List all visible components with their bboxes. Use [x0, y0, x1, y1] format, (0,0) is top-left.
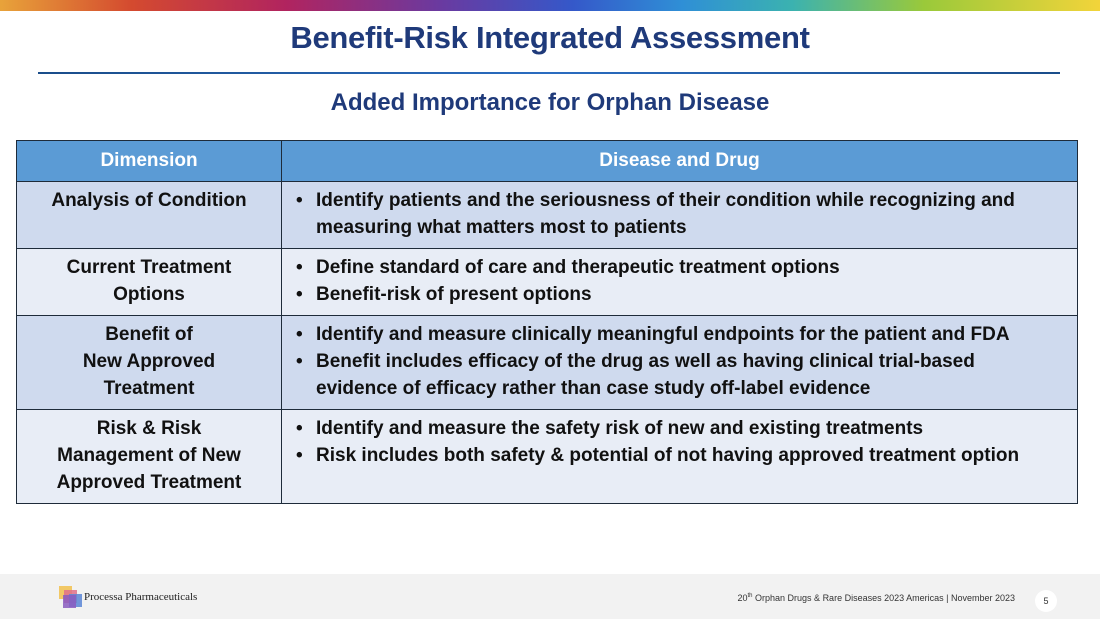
bullet-item: Risk includes both safety & potential of…: [290, 442, 1061, 469]
benefit-risk-table: Dimension Disease and Drug Analysis of C…: [16, 140, 1078, 504]
bullet-item: Benefit-risk of present options: [290, 281, 1061, 308]
header-disease-and-drug: Disease and Drug: [281, 140, 1078, 182]
top-color-bar: [0, 0, 1100, 11]
description-cell: Identify patients and the seriousness of…: [281, 181, 1078, 249]
dimension-cell: Benefit of New Approved Treatment: [16, 315, 282, 410]
dimension-cell: Risk & Risk Management of New Approved Tre…: [16, 409, 282, 504]
description-cell: Define standard of care and therapeutic …: [281, 248, 1078, 316]
table-row: Analysis of Condition Identify patients a…: [16, 181, 1078, 249]
company-name: Processa Pharmaceuticals: [84, 591, 198, 603]
event-ordinal-suffix: th: [747, 593, 753, 599]
dimension-line: Treatment: [103, 378, 195, 399]
table-row: Current Treatment Options Define standard …: [16, 248, 1078, 316]
event-text: Orphan Drugs & Rare Diseases 2023 Americ…: [752, 593, 1015, 603]
bullet-item: Identify patients and the seriousness of…: [290, 187, 1061, 241]
dimension-line: Options: [113, 284, 185, 305]
dimension-line: Approved Treatment: [56, 472, 242, 493]
dimension-line: New Approved: [82, 351, 216, 372]
table-header-row: Dimension Disease and Drug: [16, 140, 1078, 182]
header-dimension: Dimension: [16, 140, 282, 182]
bullet-list: Identify patients and the seriousness of…: [290, 187, 1061, 241]
description-cell: Identify and measure clinically meaningf…: [281, 315, 1078, 410]
dimension-line: Current Treatment: [66, 257, 232, 278]
bullet-item: Identify and measure the safety risk of …: [290, 415, 1061, 442]
event-ordinal: 20: [737, 593, 748, 603]
bullet-item: Identify and measure clinically meaningf…: [290, 321, 1061, 348]
dimension-line: Management of New: [57, 445, 241, 466]
title-divider: [38, 72, 1060, 74]
bullet-list: Identify and measure clinically meaningf…: [290, 321, 1061, 402]
footer-bar: [0, 574, 1100, 619]
bullet-list: Identify and measure the safety risk of …: [290, 415, 1061, 469]
table-row: Risk & Risk Management of New Approved Tre…: [16, 409, 1078, 504]
bullet-list: Define standard of care and therapeutic …: [290, 254, 1061, 308]
bullet-item: Benefit includes efficacy of the drug as…: [290, 348, 1061, 402]
dimension-cell: Analysis of Condition: [16, 181, 282, 249]
dimension-cell: Current Treatment Options: [16, 248, 282, 316]
slide-title: Benefit-Risk Integrated Assessment: [290, 20, 810, 55]
dimension-line: Risk & Risk: [96, 418, 202, 439]
page-number: 5: [1035, 590, 1057, 612]
event-caption: 20th Orphan Drugs & Rare Diseases 2023 A…: [738, 593, 1016, 603]
bullet-item: Define standard of care and therapeutic …: [290, 254, 1061, 281]
description-cell: Identify and measure the safety risk of …: [281, 409, 1078, 504]
processa-logo-icon: [59, 586, 83, 608]
dimension-line: Analysis of Condition: [51, 190, 247, 211]
table-row: Benefit of New Approved Treatment Identify …: [16, 315, 1078, 410]
dimension-line: Benefit of: [105, 324, 193, 345]
slide-subtitle: Added Importance for Orphan Disease: [330, 89, 770, 116]
